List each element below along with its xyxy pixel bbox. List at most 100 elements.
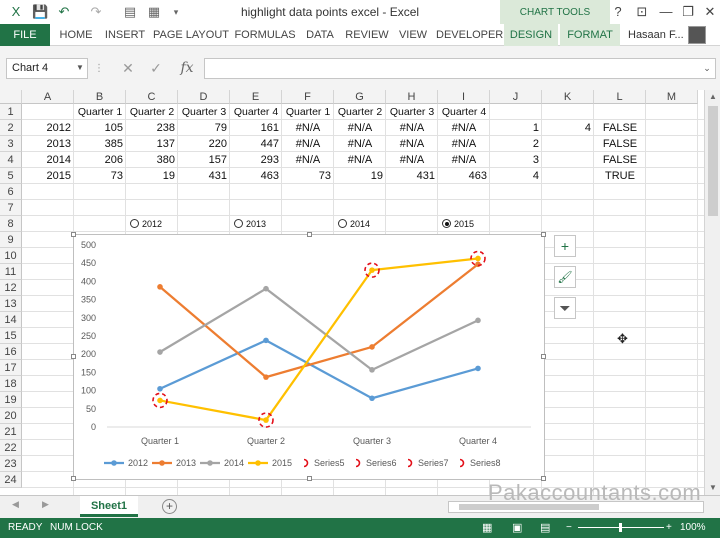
chart-filters-button[interactable]: ⏷ [554,297,576,319]
chevron-down-icon[interactable]: ▼ [76,63,84,72]
cell[interactable]: 73 [318,170,331,182]
cell[interactable]: 447 [260,138,279,150]
cell[interactable]: 1 [532,122,539,134]
radio-icon[interactable] [338,219,347,228]
column-header[interactable]: G [334,90,386,104]
cell[interactable]: FALSE [602,138,638,150]
cell[interactable]: 2014 [46,154,71,166]
row-header[interactable]: 16 [0,344,22,360]
form-icon[interactable]: ▦ [147,4,161,19]
cell[interactable]: Quarter 4 [233,106,279,118]
row-header[interactable]: 6 [0,184,22,200]
cell[interactable]: 105 [104,122,123,134]
column-header[interactable]: J [490,90,542,104]
cell[interactable]: #N/A [347,154,373,166]
cell[interactable]: #N/A [295,122,321,134]
cell[interactable]: #N/A [451,154,477,166]
help-button[interactable]: ? [614,4,622,19]
chart-styles-button[interactable]: 🖌 [554,266,576,288]
zoom-level[interactable]: 100% [680,522,706,533]
option-button-2013[interactable]: 2013 [234,218,266,230]
scroll-down-icon[interactable]: ▼ [709,483,717,492]
row-header[interactable]: 7 [0,200,22,216]
row-header[interactable]: 2 [0,120,22,136]
page-break-view-icon[interactable]: ▤ [540,522,551,534]
formula-input[interactable] [204,58,716,79]
restore-button[interactable]: ❐ [682,4,694,19]
cell[interactable]: 4 [584,122,591,134]
resize-handle[interactable] [541,232,546,237]
tab-home[interactable]: HOME [59,29,93,41]
close-button[interactable]: ✕ [704,4,716,19]
cell[interactable]: FALSE [602,122,638,134]
resize-handle[interactable] [307,232,312,237]
row-header[interactable]: 20 [0,408,22,424]
name-box[interactable]: Chart 4 [6,58,88,79]
cell[interactable]: 4 [532,170,539,182]
resize-handle[interactable] [71,476,76,481]
tab-sheet1[interactable]: Sheet1 [80,496,138,517]
enter-button[interactable]: ✓ [150,60,162,76]
row-header[interactable]: 3 [0,136,22,152]
scroll-tabs-right-icon[interactable]: ▶ [42,499,49,509]
cell[interactable]: 238 [156,122,175,134]
column-header[interactable]: A [22,90,74,104]
option-button-2012[interactable]: 2012 [130,218,162,230]
radio-icon[interactable] [442,219,451,228]
row-header[interactable]: 18 [0,376,22,392]
cell[interactable]: 431 [416,170,435,182]
row-header[interactable]: 8 [0,216,22,232]
row-header[interactable]: 13 [0,296,22,312]
cell[interactable]: 157 [208,154,227,166]
column-header[interactable]: C [126,90,178,104]
cell[interactable]: 206 [104,154,123,166]
row-header[interactable]: 12 [0,280,22,296]
cell[interactable]: Quarter 3 [389,106,435,118]
cell[interactable]: 380 [156,154,175,166]
cell[interactable]: Quarter 3 [181,106,227,118]
scroll-thumb[interactable] [459,504,599,510]
chart-elements-button[interactable]: + [554,235,576,257]
column-header[interactable]: K [542,90,594,104]
tab-design[interactable]: DESIGN [504,24,558,46]
row-header[interactable]: 23 [0,456,22,472]
column-header[interactable]: H [386,90,438,104]
normal-view-icon[interactable]: ▦ [482,522,493,534]
tab-developer[interactable]: DEVELOPER [436,29,504,41]
column-header[interactable]: I [438,90,490,104]
zoom-slider[interactable] [578,523,664,532]
tab-review[interactable]: REVIEW [345,29,389,41]
radio-icon[interactable] [234,219,243,228]
resize-handle[interactable] [71,232,76,237]
cell[interactable]: 2013 [46,138,71,150]
zoom-slider-thumb[interactable] [619,523,622,532]
column-header[interactable]: L [594,90,646,104]
cell[interactable]: 293 [260,154,279,166]
resize-handle[interactable] [541,354,546,359]
cell[interactable]: 2 [532,138,539,150]
redo-icon[interactable]: ↷ [90,4,102,19]
vertical-scrollbar[interactable]: ▲ ▼ [704,90,720,495]
row-header[interactable]: 21 [0,424,22,440]
line-chart[interactable]: 0 50 100 150 200 250 300 350 400 450 500 Quarter 1 Q… [71,232,546,481]
cancel-button[interactable]: ✕ [122,60,134,76]
customize-quick-access-icon[interactable]: ▾ [173,7,179,17]
resize-handle[interactable] [71,354,76,359]
row-header[interactable]: 11 [0,264,22,280]
insert-function-button[interactable]: fx [180,60,194,76]
row-header[interactable]: 1 [0,104,22,120]
scroll-thumb[interactable] [708,106,718,216]
row-header[interactable]: 4 [0,152,22,168]
cell[interactable]: 19 [162,170,175,182]
cell[interactable]: Quarter 1 [285,106,331,118]
radio-icon[interactable] [130,219,139,228]
cell[interactable]: 385 [104,138,123,150]
tab-format[interactable]: FORMAT [560,24,620,46]
cell[interactable]: #N/A [295,154,321,166]
cell[interactable]: 463 [468,170,487,182]
cell[interactable]: #N/A [451,122,477,134]
cell[interactable]: 79 [214,122,227,134]
cell[interactable]: FALSE [602,154,638,166]
column-header[interactable]: D [178,90,230,104]
row-header[interactable]: 19 [0,392,22,408]
